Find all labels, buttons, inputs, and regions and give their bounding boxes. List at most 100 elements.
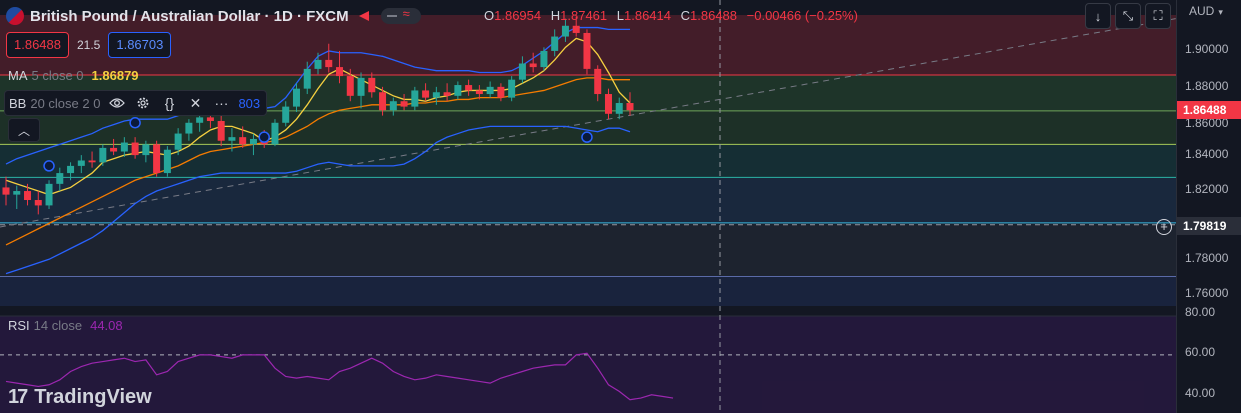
candle-body xyxy=(497,86,505,98)
candle-body xyxy=(529,63,537,68)
rsi-legend[interactable]: RSI 14 close 44.08 xyxy=(8,318,123,333)
candle-body xyxy=(99,147,107,163)
candle-body xyxy=(422,90,430,98)
trend-line xyxy=(0,18,1176,228)
bb-lower-line xyxy=(5,125,631,275)
candle-body xyxy=(400,101,408,107)
candle-body xyxy=(24,191,32,201)
candle-body xyxy=(314,59,322,69)
candle-body xyxy=(615,103,623,114)
candle-body xyxy=(604,94,612,114)
symbol-title[interactable]: British Pound / Australian Dollar · 1D ·… xyxy=(30,7,349,25)
bb-legend[interactable]: BB 20 close 2 0 {} ✕ ··· 803 xyxy=(4,90,268,116)
candle-body xyxy=(142,144,150,156)
candle-body xyxy=(443,92,451,96)
candle-body xyxy=(303,68,311,89)
price-tick: 1.90000 xyxy=(1185,42,1229,56)
candle-body xyxy=(88,160,96,163)
candle-body xyxy=(583,32,591,69)
candle-body xyxy=(518,63,526,80)
bb-value: 803 xyxy=(238,95,261,111)
low-value: 1.86414 xyxy=(624,8,671,23)
candle-body xyxy=(551,36,559,51)
candle-body xyxy=(206,117,214,121)
rsi-tick: 80.00 xyxy=(1185,305,1216,319)
candle-body xyxy=(346,76,354,96)
low-key: L xyxy=(616,8,624,23)
chevron-up-icon: ︿ xyxy=(17,123,30,138)
candle-body xyxy=(508,79,516,98)
rsi-value: 44.08 xyxy=(90,318,123,333)
ma-name: MA xyxy=(8,68,28,83)
more-icon[interactable]: ··· xyxy=(214,95,229,111)
candle-body xyxy=(282,106,290,123)
price-zone xyxy=(0,177,1176,223)
open-value: 1.86954 xyxy=(494,8,542,23)
rsi-line xyxy=(5,352,674,401)
price-chart[interactable] xyxy=(0,0,1176,413)
candle-body xyxy=(626,103,634,111)
logo-text: TradingView xyxy=(34,386,152,408)
candle-body xyxy=(368,77,376,93)
candle-body xyxy=(572,25,580,33)
ma-value: 1.86879 xyxy=(91,68,139,83)
high-key: H xyxy=(550,8,561,23)
gear-icon[interactable] xyxy=(134,94,152,112)
fullscreen-icon[interactable]: ⛶ xyxy=(1145,3,1171,29)
ohlc-readout: O1.86954 H1.87461 L1.86414 C1.86488 −0.0… xyxy=(484,8,864,23)
bb-params: 20 close 2 0 xyxy=(30,95,101,111)
ma-legend[interactable]: MA 5 close 0 1.86879 xyxy=(8,68,139,83)
sell-button[interactable]: 1.86488 xyxy=(6,32,69,58)
price-axis[interactable]: AUD ▾ 1.90000 1.88000 1.86000 1.84000 1.8… xyxy=(1176,0,1241,413)
candle-body xyxy=(45,183,53,206)
open-key: O xyxy=(484,8,495,23)
tradingview-mark-icon: 17 xyxy=(8,386,28,408)
last-price-label: 1.86488 xyxy=(1177,101,1241,119)
candle-body xyxy=(336,67,344,77)
candle-body xyxy=(475,90,483,95)
collapse-legend-button[interactable]: ︿ xyxy=(8,118,40,142)
candle-body xyxy=(486,86,494,95)
candle-body xyxy=(131,142,139,156)
chart-canvas[interactable] xyxy=(0,0,1176,413)
plus-circle-icon[interactable]: + xyxy=(1156,219,1172,235)
price-tick: 1.88000 xyxy=(1185,79,1229,93)
candle-body xyxy=(163,149,171,174)
candle-body xyxy=(174,133,182,150)
flag-icon[interactable] xyxy=(359,11,369,21)
candle-body xyxy=(34,200,42,206)
tradingview-logo[interactable]: 17 TradingView xyxy=(8,386,152,409)
buy-button[interactable]: 1.86703 xyxy=(108,32,172,58)
candle-body xyxy=(432,92,440,98)
candle-body xyxy=(196,117,204,123)
ma-line xyxy=(5,37,631,196)
bb-marker xyxy=(129,117,141,129)
rsi-tick: 40.00 xyxy=(1185,386,1216,400)
eye-icon[interactable] xyxy=(108,94,126,112)
price-tick: 1.84000 xyxy=(1185,147,1229,161)
bb-marker xyxy=(581,131,593,143)
candle-body xyxy=(411,90,419,107)
price-zone xyxy=(0,222,1176,277)
candle-body xyxy=(77,160,85,166)
candle-body xyxy=(325,59,333,68)
market-status-pill[interactable] xyxy=(380,6,421,24)
braces-icon[interactable]: {} xyxy=(164,95,175,111)
candle-body xyxy=(56,173,64,184)
expand-icon[interactable]: ⤡ xyxy=(1115,3,1141,29)
currency-unit[interactable]: AUD ▾ xyxy=(1189,4,1223,18)
candle-body xyxy=(454,85,462,96)
close-icon[interactable]: ✕ xyxy=(189,94,202,111)
symbol-header: British Pound / Australian Dollar · 1D ·… xyxy=(6,5,421,27)
candle-body xyxy=(594,68,602,95)
candle-body xyxy=(228,137,236,141)
candle-body xyxy=(217,120,225,141)
candle-body xyxy=(239,137,247,145)
down-arrow-icon[interactable]: ↓ xyxy=(1085,3,1111,29)
candle-body xyxy=(67,165,75,174)
high-value: 1.87461 xyxy=(560,8,608,23)
candle-body xyxy=(249,138,257,145)
price-zone xyxy=(0,276,1176,306)
spread-value: 21.5 xyxy=(77,38,101,52)
price-zone xyxy=(0,144,1176,178)
